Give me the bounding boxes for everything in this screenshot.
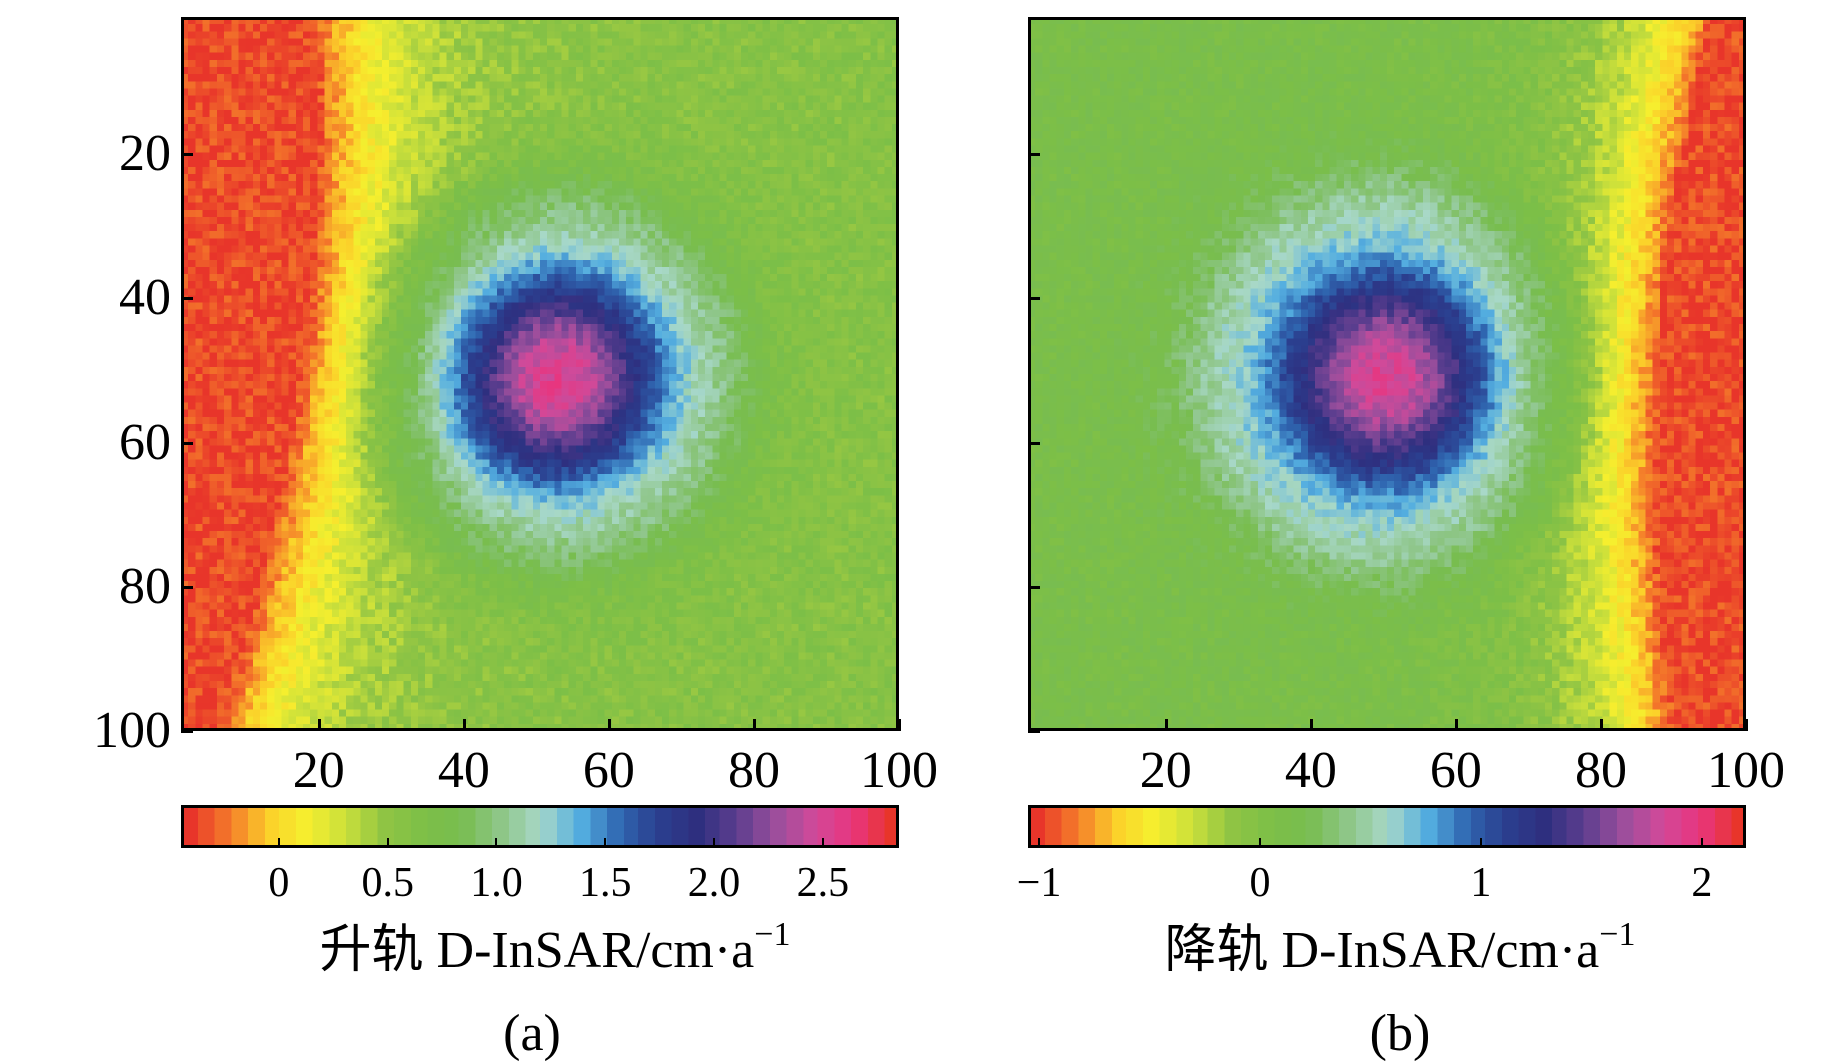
cbar-tick-label-a-2: 1.0 — [470, 860, 523, 906]
plot-frame-b — [1028, 17, 1746, 731]
colorbar-frame-a — [181, 805, 899, 848]
x-tick-b-2 — [1454, 719, 1458, 731]
x-tick-a-1 — [462, 719, 466, 731]
y-tick-b-1 — [1028, 297, 1040, 301]
cbar-tick-b-1 — [1258, 838, 1261, 848]
colorbar-a — [181, 805, 899, 848]
x-tick-label-b-3: 80 — [1574, 742, 1627, 799]
y-tick-label-a-0: 20 — [119, 125, 171, 183]
y-tick-label-a-2: 60 — [119, 413, 171, 471]
y-tick-a-2 — [181, 441, 193, 445]
x-tick-label-b-1: 40 — [1284, 742, 1337, 799]
x-tick-label-b-2: 60 — [1429, 742, 1482, 799]
y-tick-b-0 — [1028, 153, 1040, 157]
x-tick-label-a-1: 40 — [437, 742, 490, 799]
cbar-tick-label-a-4: 2.0 — [687, 860, 741, 906]
colorbar-title-main-a: 升轨 D-InSAR/cm·a — [319, 922, 755, 979]
colorbar-title-a: 升轨 D-InSAR/cm·a−1 — [255, 918, 855, 977]
panel-label-a: (a) — [503, 1005, 561, 1062]
x-tick-label-a-4: 100 — [860, 742, 938, 799]
x-tick-a-0 — [317, 719, 321, 731]
cbar-tick-b-3 — [1700, 838, 1703, 848]
cbar-tick-label-a-3: 1.5 — [579, 860, 632, 906]
x-tick-a-3 — [752, 719, 756, 731]
heatmap-a — [181, 17, 899, 731]
colorbar-title-main-b: 降轨 D-InSAR/cm·a — [1164, 922, 1600, 979]
x-tick-b-1 — [1309, 719, 1313, 731]
x-tick-b-4 — [1745, 719, 1748, 731]
cbar-tick-label-a-1: 0.5 — [361, 860, 414, 906]
x-tick-b-3 — [1599, 719, 1603, 731]
cbar-tick-a-0 — [277, 838, 280, 848]
panel-label-b: (b) — [1369, 1005, 1431, 1062]
y-tick-label-a-4: 100 — [93, 702, 171, 759]
y-tick-b-2 — [1028, 441, 1040, 445]
cbar-tick-b-0 — [1038, 838, 1041, 848]
cbar-tick-b-2 — [1479, 838, 1482, 848]
x-tick-label-b-4: 100 — [1707, 742, 1785, 799]
y-tick-a-1 — [181, 297, 193, 301]
x-tick-label-a-2: 60 — [582, 742, 635, 799]
cbar-tick-a-4 — [713, 838, 716, 848]
y-tick-a-4 — [181, 730, 193, 733]
cbar-tick-a-5 — [821, 838, 824, 848]
cbar-tick-label-b-1: 0 — [1249, 860, 1271, 906]
colorbar-b — [1028, 805, 1746, 848]
x-tick-a-2 — [607, 719, 611, 731]
colorbar-title-exp-b: −1 — [1599, 916, 1636, 953]
y-tick-b-4 — [1028, 730, 1040, 733]
y-tick-a-3 — [181, 585, 193, 589]
cbar-tick-label-b-3: 2 — [1691, 860, 1713, 906]
x-tick-label-a-0: 20 — [292, 742, 345, 799]
y-tick-b-3 — [1028, 585, 1040, 589]
x-tick-label-a-3: 80 — [727, 742, 780, 799]
cbar-tick-a-1 — [386, 838, 389, 848]
cbar-tick-label-a-0: 0 — [268, 860, 290, 906]
y-tick-a-0 — [181, 153, 193, 157]
colorbar-title-b: 降轨 D-InSAR/cm·a−1 — [1100, 918, 1700, 977]
heatmap-b — [1028, 17, 1746, 731]
cbar-tick-a-2 — [495, 838, 498, 848]
cbar-tick-label-b-0: −1 — [1016, 860, 1062, 906]
x-tick-a-4 — [898, 719, 901, 731]
cbar-tick-label-a-5: 2.5 — [796, 860, 850, 906]
x-tick-b-0 — [1164, 719, 1168, 731]
x-tick-label-b-0: 20 — [1139, 742, 1192, 799]
plot-frame-a — [181, 17, 899, 731]
y-tick-label-a-1: 40 — [119, 269, 171, 327]
colorbar-title-exp-a: −1 — [754, 916, 791, 953]
y-tick-label-a-3: 80 — [119, 557, 171, 615]
cbar-tick-a-3 — [604, 838, 607, 848]
colorbar-frame-b — [1028, 805, 1746, 848]
cbar-tick-label-b-2: 1 — [1470, 860, 1492, 906]
